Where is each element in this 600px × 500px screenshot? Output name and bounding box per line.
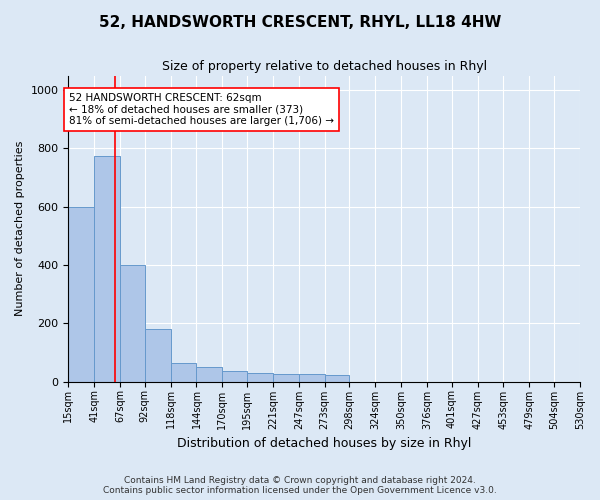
Bar bbox=[196, 367, 222, 382]
Bar bbox=[170, 362, 196, 382]
Bar bbox=[325, 375, 349, 382]
X-axis label: Distribution of detached houses by size in Rhyl: Distribution of detached houses by size … bbox=[177, 437, 472, 450]
Bar bbox=[273, 374, 299, 382]
Bar bbox=[68, 206, 94, 382]
Title: Size of property relative to detached houses in Rhyl: Size of property relative to detached ho… bbox=[161, 60, 487, 73]
Text: 52 HANDSWORTH CRESCENT: 62sqm
← 18% of detached houses are smaller (373)
81% of : 52 HANDSWORTH CRESCENT: 62sqm ← 18% of d… bbox=[69, 93, 334, 126]
Y-axis label: Number of detached properties: Number of detached properties bbox=[15, 141, 25, 316]
Bar bbox=[222, 372, 247, 382]
Bar bbox=[94, 156, 120, 382]
Bar bbox=[247, 373, 273, 382]
Bar bbox=[120, 265, 145, 382]
Text: Contains HM Land Registry data © Crown copyright and database right 2024.
Contai: Contains HM Land Registry data © Crown c… bbox=[103, 476, 497, 495]
Bar bbox=[145, 329, 170, 382]
Text: 52, HANDSWORTH CRESCENT, RHYL, LL18 4HW: 52, HANDSWORTH CRESCENT, RHYL, LL18 4HW bbox=[99, 15, 501, 30]
Bar bbox=[299, 374, 325, 382]
